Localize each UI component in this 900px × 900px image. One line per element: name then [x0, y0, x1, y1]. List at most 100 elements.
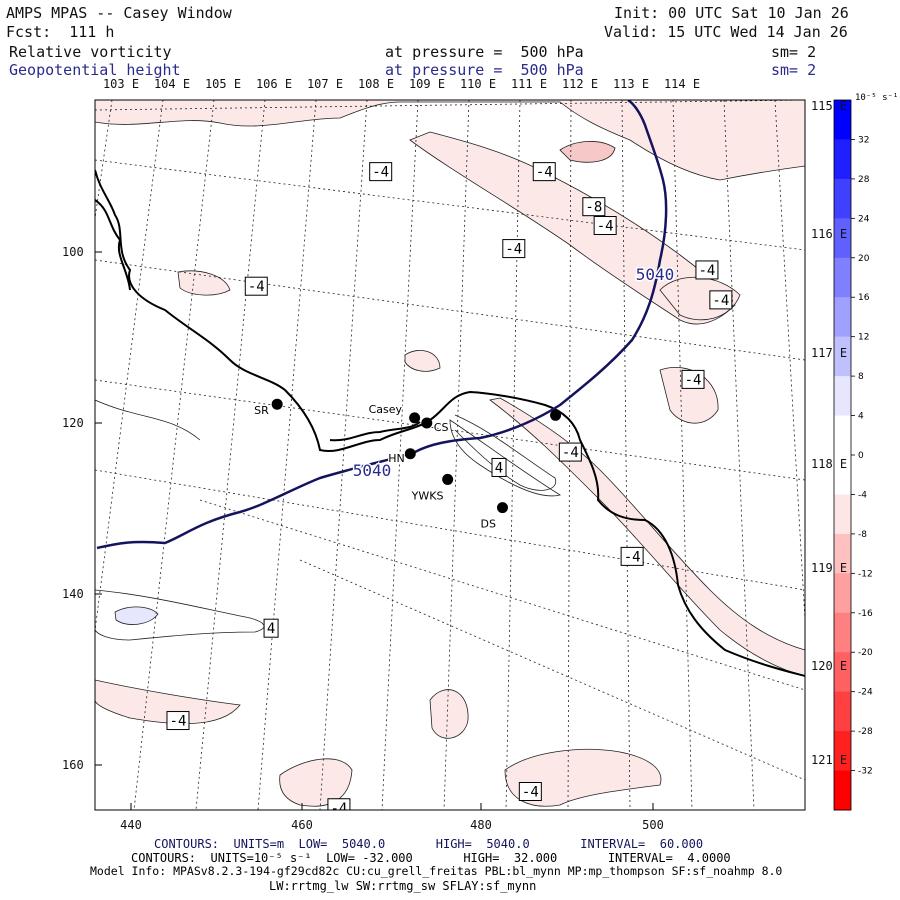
plot-border	[94, 99, 806, 811]
colorbar-unit: 10⁻⁵ s⁻¹	[855, 93, 899, 103]
svg-text:-4: -4	[170, 714, 187, 730]
forecast-hour: Fcst: 111 h	[6, 23, 115, 41]
colorbar-swatch	[834, 297, 851, 338]
colorbar-swatch	[834, 455, 851, 495]
colorbar-label: 0	[858, 451, 864, 461]
colorbar-swatch	[834, 573, 851, 614]
vorticity-label: -4	[166, 711, 190, 731]
vorticity-positive-regions	[114, 419, 562, 625]
vorticity-label: -4	[327, 798, 351, 817]
model-title: AMPS MPAS -- Casey Window	[6, 4, 232, 22]
station-marker	[409, 412, 421, 424]
lon-label-top: 112 E	[561, 77, 599, 91]
lon-label-top: 113 E	[612, 77, 650, 91]
lon-label-top: 109 E	[408, 77, 446, 91]
lon-label-top: 106 E	[255, 77, 293, 91]
svg-text:4: 4	[267, 621, 275, 637]
svg-text:-4: -4	[372, 165, 389, 181]
vorticity-label: -4	[620, 546, 644, 566]
colorbar-swatch	[834, 139, 851, 180]
vorticity-negative-regions	[95, 100, 805, 807]
station-label: CS	[434, 421, 449, 434]
colorbar-label: 8	[858, 372, 864, 382]
stations: SR Casey CS HN YWKS DS	[253, 398, 562, 532]
colorbar-swatch	[834, 100, 851, 140]
axis-ticks	[95, 251, 654, 810]
lon-label-top: 108 E	[357, 77, 395, 91]
footer-vort-contours: CONTOURS: UNITS=10⁻⁵ s⁻¹ LOW= -32.000 HI…	[131, 851, 731, 865]
vorticity-label: -4	[695, 260, 719, 280]
lon-label-right: 119 E	[811, 561, 848, 575]
colorbar-label: 24	[858, 214, 870, 224]
vorticity-label: -4	[244, 276, 268, 296]
lon-label-right: 118 E	[811, 457, 848, 471]
vorticity-label: -4	[681, 369, 705, 389]
station-label: HN	[388, 452, 405, 465]
y-axis-label: 140	[62, 587, 84, 601]
vorticity-label: -8	[582, 197, 606, 217]
station-label: Casey	[369, 403, 403, 416]
colorbar-swatch	[834, 178, 851, 219]
map-plot-area: -4 -4 -8 -4 -4 -4 -4 -4 -4 4 -4 -4 4 -4 -4 -4 50405040 …	[95, 100, 805, 817]
lon-label-top: 111 E	[510, 77, 548, 91]
station-label: DS	[480, 518, 495, 531]
field-name-height: Geopotential height	[9, 61, 181, 79]
colorbar-label: -28	[858, 727, 873, 737]
svg-text:-4: -4	[597, 218, 614, 234]
svg-text:-4: -4	[331, 801, 348, 817]
lon-label-right: 115 E	[811, 99, 848, 113]
colorbar-swatch	[834, 376, 851, 417]
height-labels: 5040 5040	[351, 264, 676, 482]
colorbar-label: -16	[858, 609, 873, 619]
colorbar-label: -12	[858, 569, 873, 579]
field-level-height: at pressure = 500 hPa	[385, 61, 584, 79]
lon-label-top: 104 E	[153, 77, 191, 91]
colorbar-swatch	[834, 218, 851, 259]
height-contour-5040	[96, 100, 668, 550]
svg-text:-8: -8	[585, 200, 602, 216]
vorticity-region	[404, 350, 441, 372]
vorticity-region	[504, 748, 662, 807]
colorbar-swatch	[834, 336, 851, 377]
colorbar-label: 20	[858, 254, 870, 264]
lat-lon-grid	[95, 100, 805, 810]
y-axis-label: 160	[62, 758, 84, 772]
colorbar-swatch	[834, 652, 851, 693]
vorticity-label: 4	[491, 457, 507, 477]
colorbar-swatch	[834, 612, 851, 653]
lon-label-top: 107 E	[306, 77, 344, 91]
vorticity-region	[95, 679, 241, 725]
colorbar: 32 28 24 20 16 12 8 4 0 -4 -8 -12 -16 -20 -24 -28 -32	[833, 99, 873, 811]
svg-text:-4: -4	[248, 279, 265, 295]
x-axis-label: 480	[470, 818, 492, 832]
field-name-vorticity: Relative vorticity	[9, 43, 172, 61]
lon-label-right: 117 E	[811, 346, 848, 360]
lon-label-right: 121 E	[811, 753, 848, 767]
svg-text:-4: -4	[685, 372, 702, 388]
svg-text:-4: -4	[624, 549, 641, 565]
vorticity-region	[429, 689, 469, 739]
footer-model-info: Model Info: MPASv8.2.3-194-gf29cd82c CU:…	[90, 864, 783, 878]
vorticity-region	[279, 758, 353, 807]
x-axis-label: 440	[120, 818, 142, 832]
lon-label-right: 120 E	[811, 659, 848, 673]
svg-text:4: 4	[495, 460, 503, 476]
vorticity-label: -4	[502, 239, 526, 259]
vorticity-positive-contours	[95, 399, 557, 641]
svg-text:-4: -4	[712, 293, 729, 309]
height-contour-label: 5040	[636, 265, 675, 284]
colorbar-swatch	[834, 533, 851, 574]
svg-text:-4: -4	[562, 445, 579, 461]
field-smooth-height: sm= 2	[771, 61, 817, 79]
lon-label-top: 103 E	[102, 77, 140, 91]
svg-text:-4: -4	[522, 785, 539, 801]
valid-time: Valid: 15 UTC Wed 14 Jan 26	[604, 23, 848, 41]
station-marker	[496, 502, 508, 514]
station-marker	[550, 409, 562, 421]
vorticity-label: -4	[518, 782, 542, 802]
footer-height-contours: CONTOURS: UNITS=m LOW= 5040.0 HIGH= 5040…	[154, 837, 704, 851]
lon-label-top: 105 E	[204, 77, 242, 91]
station-marker	[271, 398, 283, 410]
vorticity-region	[489, 397, 805, 677]
field-level-vorticity: at pressure = 500 hPa	[385, 43, 584, 61]
